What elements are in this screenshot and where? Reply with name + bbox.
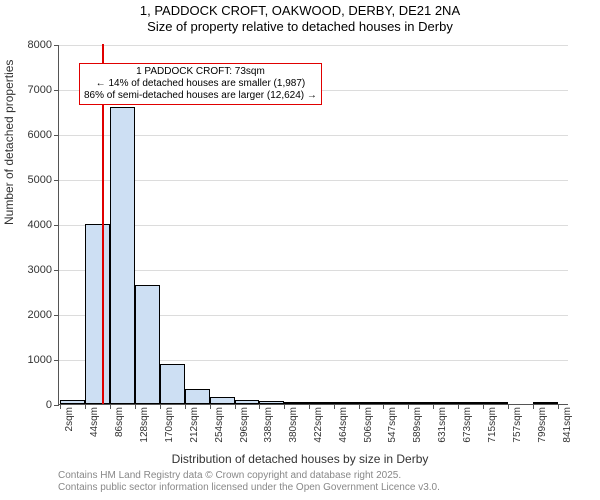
ytick-mark: [54, 225, 59, 226]
ytick-mark: [54, 360, 59, 361]
xtick-mark: [110, 404, 111, 409]
ytick-label: 6000: [12, 129, 52, 141]
xtick-mark: [433, 404, 434, 409]
xtick-label: 506sqm: [363, 407, 374, 443]
xtick-label: 547sqm: [387, 407, 398, 443]
histogram-bar: [259, 401, 284, 404]
annotation-box: 1 PADDOCK CROFT: 73sqm← 14% of detached …: [79, 63, 322, 105]
histogram-bar: [60, 400, 85, 404]
footer-line1: Contains HM Land Registry data © Crown c…: [58, 470, 440, 482]
histogram-bar: [383, 402, 408, 404]
histogram-bar: [433, 402, 458, 404]
ytick-label: 4000: [12, 219, 52, 231]
xtick-mark: [160, 404, 161, 409]
gridline-h: [59, 180, 568, 181]
xtick-mark: [508, 404, 509, 409]
xtick-label: 128sqm: [139, 407, 150, 443]
annotation-line3: 86% of semi-detached houses are larger (…: [84, 90, 317, 102]
xtick-mark: [383, 404, 384, 409]
ytick-label: 7000: [12, 84, 52, 96]
histogram-bar: [334, 402, 359, 404]
footer-attribution: Contains HM Land Registry data © Crown c…: [58, 470, 440, 494]
ytick-mark: [54, 405, 59, 406]
histogram-bar: [359, 402, 383, 404]
histogram-bar: [458, 402, 483, 404]
xtick-mark: [483, 404, 484, 409]
histogram-bar: [309, 402, 334, 404]
ytick-mark: [54, 90, 59, 91]
xtick-label: 422sqm: [313, 407, 324, 443]
histogram-bar: [210, 397, 235, 404]
xtick-mark: [85, 404, 86, 409]
xtick-mark: [284, 404, 285, 409]
xtick-label: 757sqm: [512, 407, 523, 443]
xtick-mark: [558, 404, 559, 409]
histogram-bar: [135, 285, 160, 404]
xtick-mark: [259, 404, 260, 409]
xtick-label: 841sqm: [562, 407, 573, 443]
histogram-bar: [284, 402, 309, 404]
xtick-mark: [334, 404, 335, 409]
ytick-label: 1000: [12, 354, 52, 366]
gridline-h: [59, 225, 568, 226]
xtick-label: 170sqm: [164, 407, 175, 443]
histogram-bar: [185, 389, 210, 404]
gridline-h: [59, 270, 568, 271]
xtick-label: 2sqm: [64, 407, 75, 431]
xtick-label: 380sqm: [288, 407, 299, 443]
xtick-label: 296sqm: [239, 407, 250, 443]
histogram-bar: [160, 364, 185, 405]
xtick-mark: [185, 404, 186, 409]
xtick-mark: [60, 404, 61, 409]
histogram-bar: [533, 402, 558, 404]
footer-line2: Contains public sector information licen…: [58, 482, 440, 494]
histogram-bar: [85, 224, 110, 404]
xtick-mark: [458, 404, 459, 409]
x-axis-label: Distribution of detached houses by size …: [0, 452, 600, 466]
ytick-label: 5000: [12, 174, 52, 186]
xtick-label: 254sqm: [214, 407, 225, 443]
title-line2: Size of property relative to detached ho…: [0, 19, 600, 35]
xtick-label: 212sqm: [189, 407, 200, 443]
xtick-mark: [210, 404, 211, 409]
ytick-label: 2000: [12, 309, 52, 321]
xtick-label: 799sqm: [537, 407, 548, 443]
plot-area: 0100020003000400050006000700080001 PADDO…: [58, 45, 568, 405]
xtick-label: 673sqm: [462, 407, 473, 443]
annotation-line1: 1 PADDOCK CROFT: 73sqm: [84, 66, 317, 78]
ytick-mark: [54, 270, 59, 271]
ytick-mark: [54, 180, 59, 181]
annotation-line2: ← 14% of detached houses are smaller (1,…: [84, 78, 317, 90]
ytick-mark: [54, 135, 59, 136]
xtick-mark: [359, 404, 360, 409]
ytick-label: 8000: [12, 39, 52, 51]
xtick-mark: [309, 404, 310, 409]
xtick-label: 86sqm: [114, 407, 125, 437]
histogram-bar: [235, 400, 260, 404]
xtick-mark: [408, 404, 409, 409]
histogram-bar: [110, 107, 135, 404]
histogram-bar: [408, 402, 433, 404]
ytick-label: 3000: [12, 264, 52, 276]
ytick-mark: [54, 45, 59, 46]
chart-title: 1, PADDOCK CROFT, OAKWOOD, DERBY, DE21 2…: [0, 0, 600, 36]
histogram-bar: [483, 402, 508, 404]
xtick-mark: [235, 404, 236, 409]
xtick-label: 338sqm: [263, 407, 274, 443]
xtick-label: 464sqm: [338, 407, 349, 443]
ytick-mark: [54, 315, 59, 316]
title-line1: 1, PADDOCK CROFT, OAKWOOD, DERBY, DE21 2…: [0, 3, 600, 19]
gridline-h: [59, 135, 568, 136]
plot-wrapper: 0100020003000400050006000700080001 PADDO…: [58, 45, 568, 405]
xtick-label: 44sqm: [89, 407, 100, 437]
ytick-label: 0: [12, 399, 52, 411]
xtick-mark: [135, 404, 136, 409]
xtick-label: 715sqm: [487, 407, 498, 443]
xtick-label: 631sqm: [437, 407, 448, 443]
xtick-label: 589sqm: [412, 407, 423, 443]
gridline-h: [59, 45, 568, 46]
xtick-mark: [533, 404, 534, 409]
